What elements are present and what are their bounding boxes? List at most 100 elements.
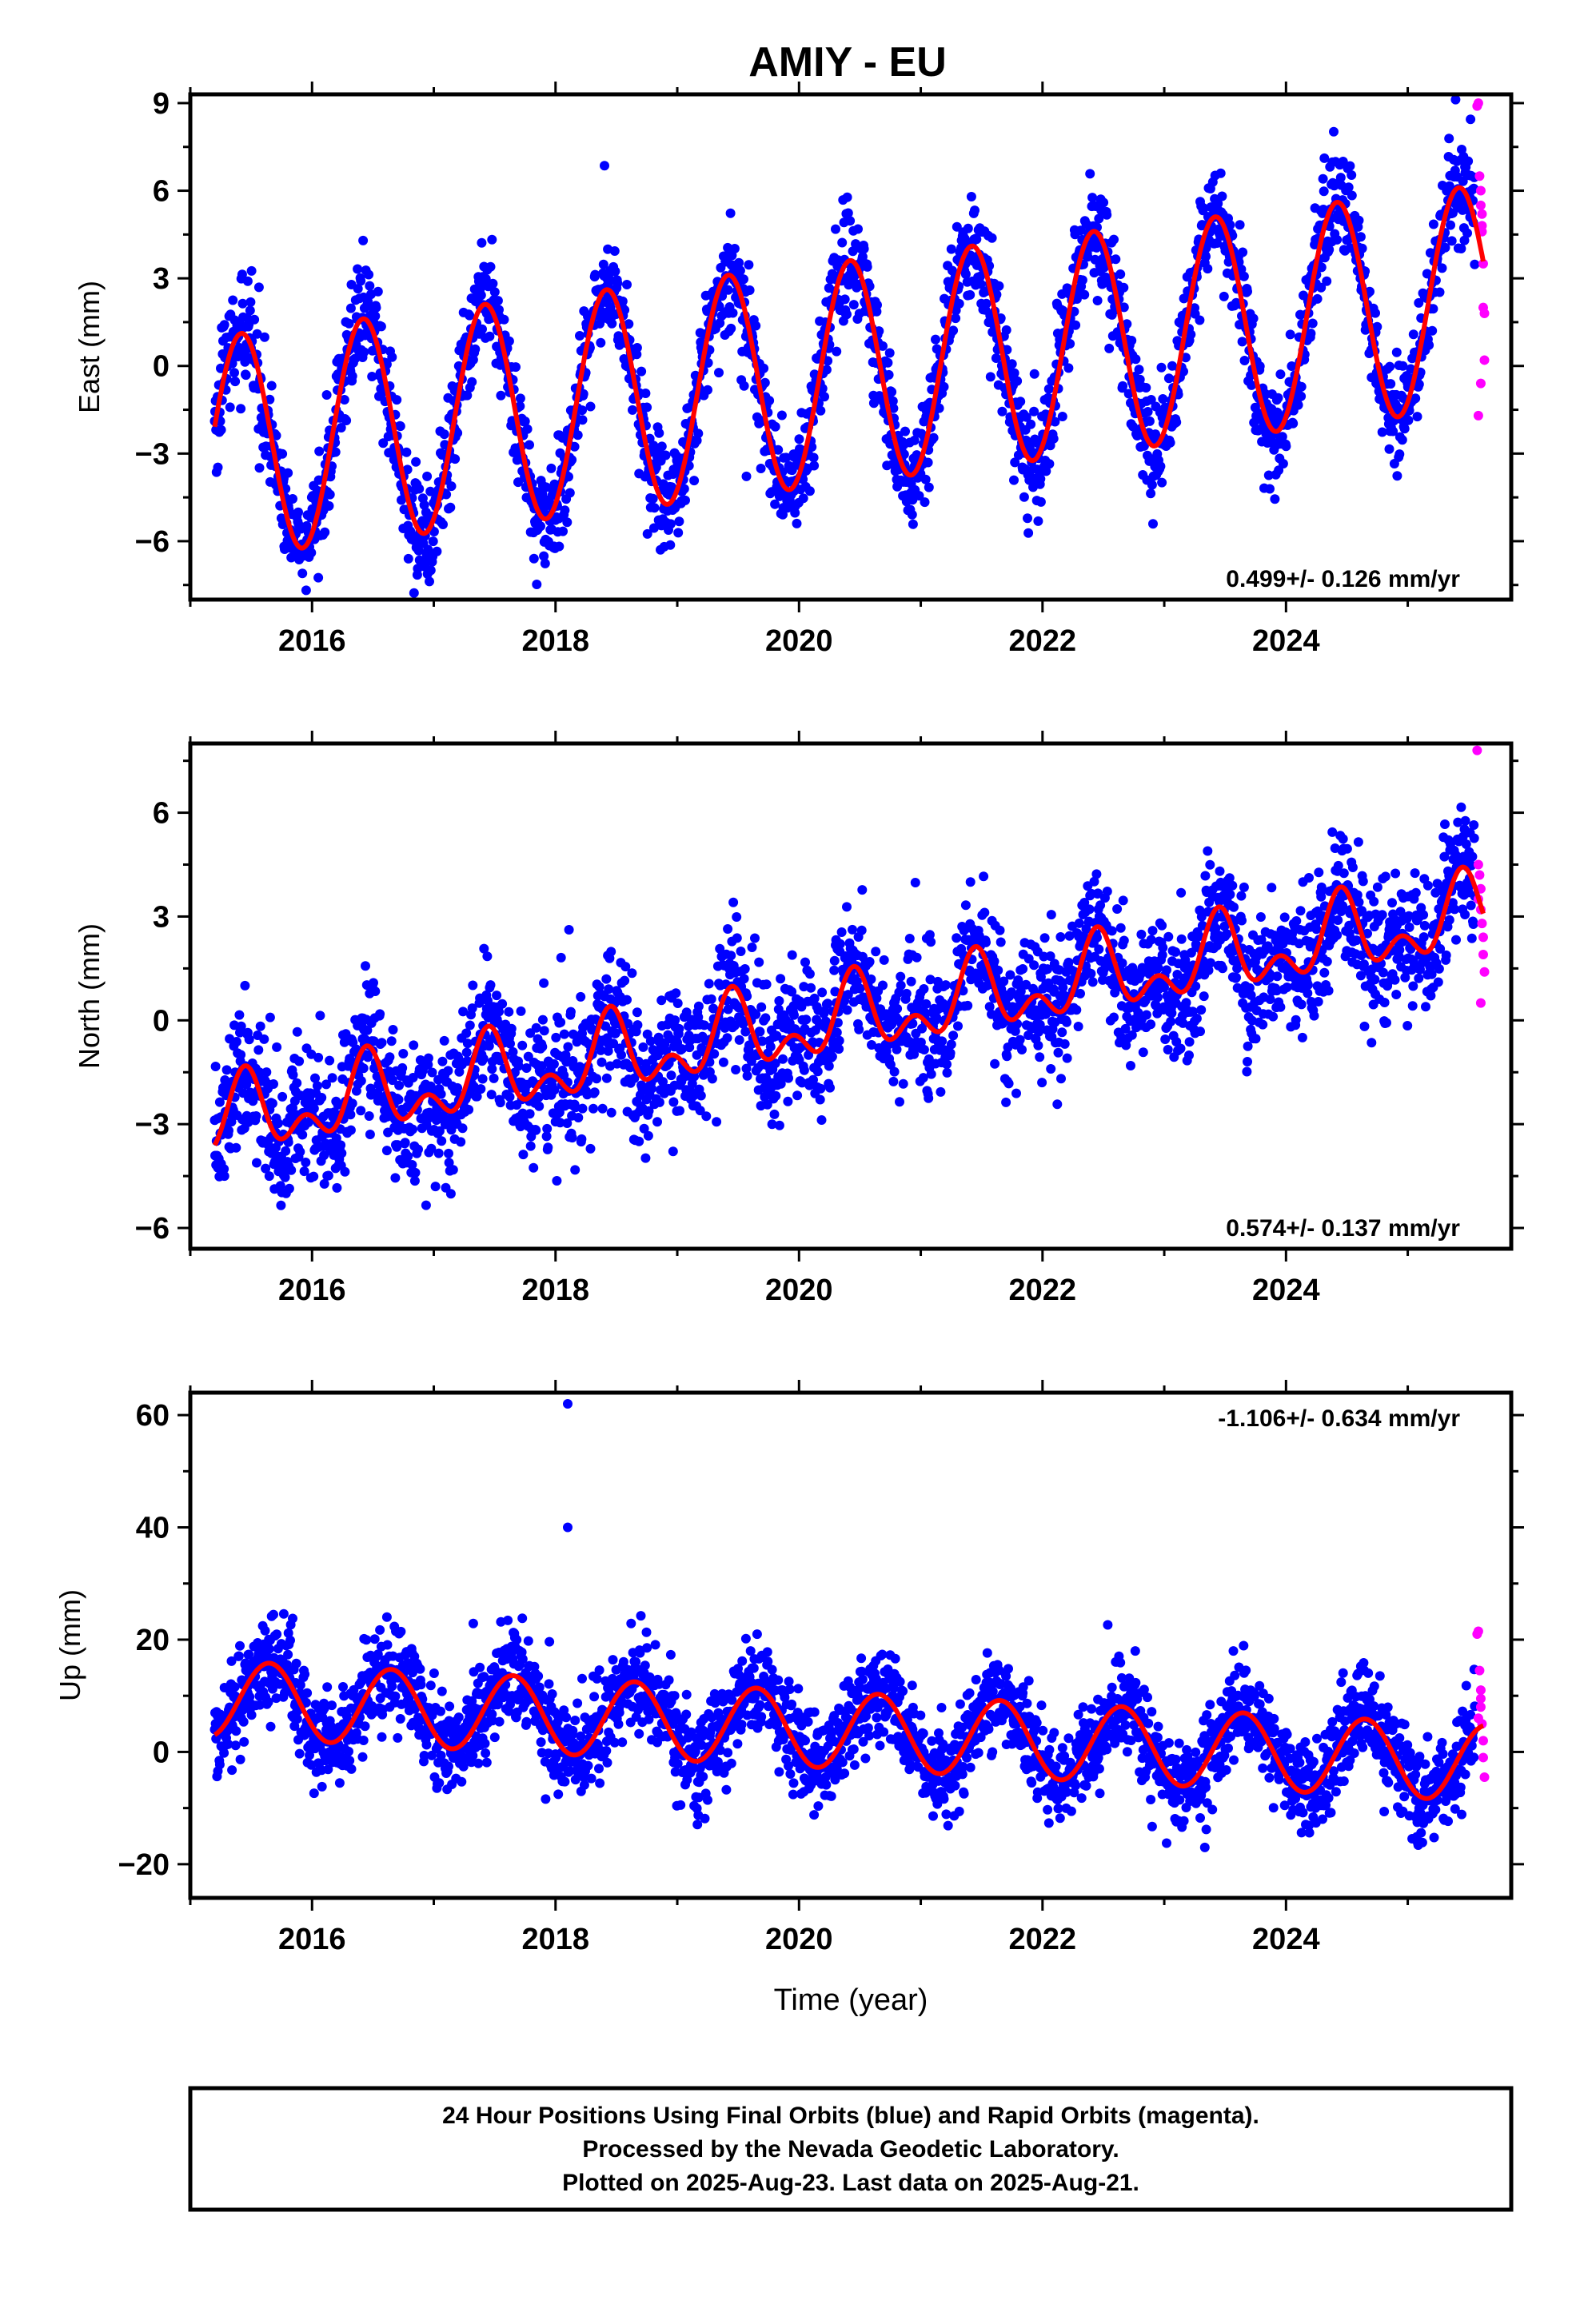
east-final-orbit-point bbox=[673, 528, 683, 537]
east-final-orbit-point bbox=[1429, 220, 1438, 229]
north-final-orbit-point bbox=[1118, 959, 1127, 968]
east-final-orbit-point bbox=[908, 520, 918, 529]
north-final-orbit-point bbox=[492, 991, 501, 1000]
east-final-orbit-point bbox=[1158, 394, 1167, 404]
north-final-orbit-point bbox=[942, 1059, 952, 1069]
north-final-orbit-point bbox=[285, 1184, 294, 1194]
north-final-orbit-point bbox=[953, 1022, 963, 1031]
east-final-orbit-point bbox=[496, 391, 505, 401]
north-final-orbit-point bbox=[1236, 891, 1246, 901]
north-final-orbit-point bbox=[356, 1106, 365, 1115]
east-final-orbit-point bbox=[1157, 363, 1167, 373]
north-final-orbit-point bbox=[1062, 1018, 1071, 1027]
north-final-orbit-point bbox=[735, 1035, 744, 1045]
east-final-orbit-point bbox=[297, 568, 307, 578]
north-final-orbit-point bbox=[1029, 960, 1039, 970]
east-final-orbit-point bbox=[1157, 478, 1167, 488]
chart-title: AMIY - EU bbox=[748, 39, 947, 86]
east-rapid-orbit-point bbox=[1476, 379, 1486, 389]
east-final-orbit-point bbox=[1427, 326, 1437, 336]
east-final-orbit-point bbox=[884, 370, 894, 380]
north-final-orbit-point bbox=[365, 1130, 375, 1139]
north-final-orbit-point bbox=[236, 1050, 245, 1059]
north-final-orbit-point bbox=[1088, 977, 1098, 987]
north-final-orbit-point bbox=[1074, 1022, 1083, 1031]
east-final-orbit-point bbox=[610, 246, 620, 256]
north-final-orbit-point bbox=[539, 979, 549, 988]
east-final-orbit-point bbox=[1329, 127, 1339, 137]
north-final-orbit-point bbox=[556, 1018, 565, 1027]
east-data-points bbox=[210, 95, 1490, 598]
east-final-orbit-point bbox=[1347, 170, 1356, 180]
north-final-orbit-point bbox=[543, 1142, 553, 1152]
north-final-orbit-point bbox=[507, 1024, 517, 1034]
east-final-orbit-point bbox=[260, 333, 269, 342]
north-final-orbit-point bbox=[382, 1146, 392, 1155]
north-final-orbit-point bbox=[357, 1076, 366, 1086]
east-final-orbit-point bbox=[241, 370, 251, 380]
north-final-orbit-point bbox=[1005, 971, 1015, 980]
north-final-orbit-point bbox=[1063, 1054, 1072, 1063]
east-final-orbit-point bbox=[1294, 401, 1303, 410]
east-final-orbit-point bbox=[1466, 114, 1475, 124]
north-final-orbit-point bbox=[634, 1137, 644, 1146]
north-final-orbit-point bbox=[704, 979, 714, 989]
east-final-orbit-point bbox=[612, 278, 622, 288]
east-final-orbit-point bbox=[532, 580, 541, 589]
east-final-orbit-point bbox=[356, 276, 365, 285]
north-final-orbit-point bbox=[1215, 867, 1225, 876]
east-final-orbit-point bbox=[1444, 134, 1454, 143]
east-final-orbit-point bbox=[365, 281, 374, 291]
east-x-tick-label: 2020 bbox=[765, 624, 833, 658]
north-final-orbit-point bbox=[829, 966, 839, 975]
north-final-orbit-point bbox=[963, 1001, 972, 1011]
north-final-orbit-point bbox=[832, 1028, 842, 1038]
east-final-orbit-point bbox=[411, 457, 421, 467]
north-final-orbit-point bbox=[1057, 1027, 1067, 1037]
east-final-orbit-point bbox=[1470, 260, 1479, 269]
north-final-orbit-point bbox=[995, 926, 1005, 935]
north-final-orbit-point bbox=[892, 1004, 902, 1014]
north-final-orbit-point bbox=[240, 981, 249, 991]
north-final-orbit-point bbox=[857, 885, 867, 895]
north-final-orbit-point bbox=[1011, 1089, 1021, 1098]
east-rapid-orbit-point bbox=[1474, 171, 1484, 181]
east-y-tick-label: 6 bbox=[153, 175, 170, 209]
north-final-orbit-point bbox=[1035, 1052, 1044, 1062]
east-final-orbit-point bbox=[837, 238, 847, 248]
north-final-orbit-point bbox=[325, 1056, 334, 1066]
north-final-orbit-point bbox=[369, 978, 378, 987]
north-final-orbit-point bbox=[707, 995, 716, 1004]
east-final-orbit-point bbox=[546, 464, 556, 473]
north-final-orbit-point bbox=[667, 1070, 676, 1080]
east-final-orbit-point bbox=[849, 300, 859, 309]
east-final-orbit-point bbox=[1049, 434, 1059, 444]
east-final-orbit-point bbox=[1394, 449, 1404, 459]
north-final-orbit-point bbox=[755, 1027, 764, 1037]
east-final-orbit-point bbox=[1240, 356, 1250, 365]
north-final-orbit-point bbox=[620, 976, 629, 986]
east-final-orbit-point bbox=[387, 353, 397, 362]
east-final-orbit-point bbox=[1135, 365, 1144, 374]
north-final-orbit-point bbox=[252, 1158, 261, 1168]
east-final-orbit-point bbox=[840, 294, 850, 304]
north-final-orbit-point bbox=[1237, 916, 1247, 926]
north-final-orbit-point bbox=[1037, 1078, 1047, 1087]
east-final-orbit-point bbox=[486, 262, 496, 272]
east-final-orbit-point bbox=[820, 392, 829, 401]
east-final-orbit-point bbox=[440, 429, 449, 439]
north-final-orbit-point bbox=[295, 1147, 305, 1157]
north-final-orbit-point bbox=[740, 1027, 750, 1037]
east-final-orbit-point bbox=[1235, 220, 1245, 229]
east-final-orbit-point bbox=[1313, 294, 1323, 304]
east-final-orbit-point bbox=[1403, 416, 1413, 425]
north-final-orbit-point bbox=[800, 958, 810, 967]
north-final-orbit-point bbox=[1055, 932, 1065, 942]
north-final-orbit-point bbox=[251, 1111, 261, 1121]
north-final-orbit-point bbox=[778, 1054, 788, 1064]
north-final-orbit-point bbox=[1184, 1050, 1194, 1060]
north-final-orbit-point bbox=[245, 1034, 254, 1044]
east-final-orbit-point bbox=[1308, 319, 1318, 329]
north-final-orbit-point bbox=[788, 951, 797, 960]
north-final-orbit-point bbox=[560, 1030, 569, 1039]
